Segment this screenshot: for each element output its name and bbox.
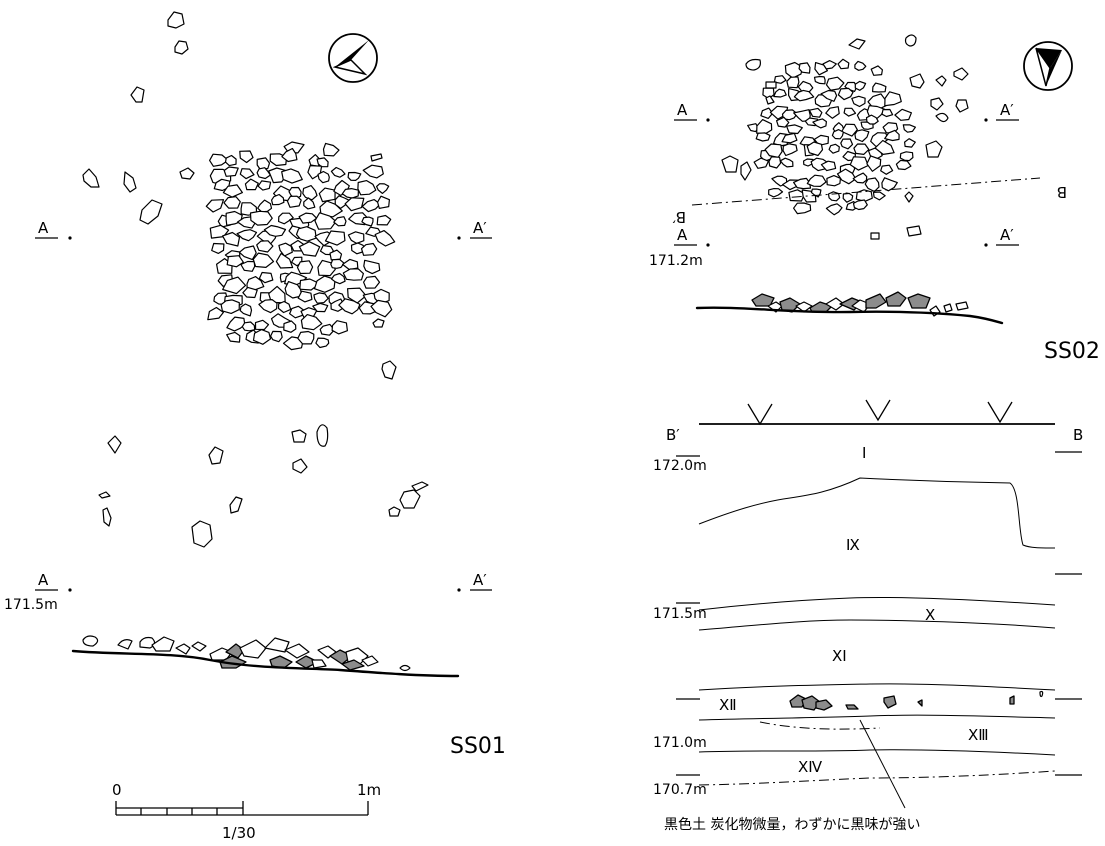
- ss01-section-stones: [82, 635, 411, 672]
- layer-label-XI: ⅩⅠ: [832, 647, 847, 665]
- profile-left-label: B′: [666, 426, 680, 444]
- ss02-b-line-right-label: B: [1057, 183, 1067, 201]
- profile-right-label: B: [1073, 426, 1083, 444]
- ss02-plan-left-label: A: [677, 101, 688, 119]
- profile-annotation: 黒色土 炭化物微量，わずかに黒味が強い: [664, 816, 920, 833]
- ss02-plan: A A′ B′ B: [672, 34, 1073, 240]
- ss01-section-left-label: A: [38, 571, 49, 589]
- ss01-section-right-label: A′: [473, 571, 487, 589]
- ss02-scattered-stones: [721, 34, 969, 240]
- soil-profile: B′ B 172.0m 171.5m 171.0m 170.7m: [653, 399, 1083, 833]
- ss01-scattered-stones: [82, 11, 429, 548]
- ss01-title: SS01: [450, 734, 506, 759]
- ss02-section-right-label: A′: [1000, 226, 1014, 244]
- scale-end: 1m: [357, 781, 381, 799]
- ss01-plan-right-label: A′: [473, 219, 487, 237]
- scale-ratio: 1/30: [222, 824, 256, 842]
- north-arrow-icon: [328, 33, 378, 83]
- ss02-section-left-label: A: [677, 226, 688, 244]
- ss01-section-elevation: 171.5m: [4, 597, 58, 613]
- elevation-172-0: 172.0m: [653, 458, 707, 474]
- ss02-b-line-left-label: B′: [672, 208, 686, 226]
- ss02-section-stones: [751, 291, 969, 317]
- elevation-171-0: 171.0m: [653, 735, 707, 751]
- ss02-section: A 171.2m A′: [649, 226, 1019, 325]
- scale-start: 0: [112, 781, 122, 799]
- ss02-plan-right-label: A′: [1000, 101, 1014, 119]
- ss02-title: SS02: [1044, 339, 1100, 364]
- ss01-section: A 171.5m A′: [4, 571, 492, 678]
- profile-stones: [789, 690, 1044, 711]
- ss01-plan: A A′: [35, 11, 492, 548]
- ss02-b-line: [691, 177, 1041, 206]
- layer-label-I: Ⅰ: [862, 444, 866, 462]
- ss01-stone-cluster: [205, 141, 396, 351]
- layer-label-XIV: ⅩⅣ: [798, 758, 822, 776]
- north-arrow-icon: [1023, 41, 1073, 91]
- layer-label-X: Ⅹ: [925, 606, 935, 624]
- ss02-stone-cluster: [747, 58, 916, 216]
- ss01-plan-left-label: A: [38, 219, 49, 237]
- layer-label-IX: Ⅸ: [846, 536, 860, 554]
- layer-label-XII: ⅩⅡ: [719, 696, 737, 714]
- layer-label-XIII: ⅩⅢ: [968, 726, 989, 744]
- elevation-171-5: 171.5m: [653, 606, 707, 622]
- ss02-section-elevation: 171.2m: [649, 253, 703, 269]
- elevation-170-7: 170.7m: [653, 782, 707, 798]
- scale-bar: 0 1m 1/30: [112, 781, 381, 842]
